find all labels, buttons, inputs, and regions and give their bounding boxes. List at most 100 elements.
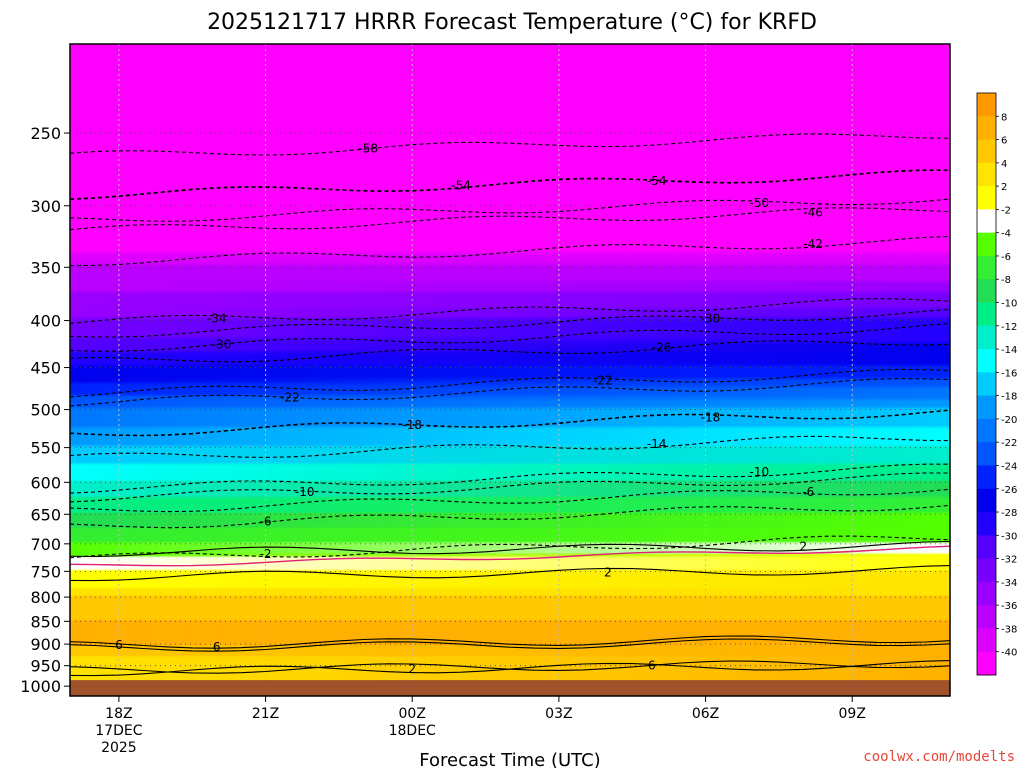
contour-label: -30 — [701, 312, 721, 326]
contour-label: -14 — [647, 437, 667, 451]
contour-lines — [70, 133, 950, 677]
contour-label: -46 — [803, 205, 823, 219]
colorbar-swatch — [977, 139, 996, 164]
freezing-contour-line — [70, 545, 950, 567]
time-tick-label: 21Z — [252, 706, 279, 722]
colorbar-label: -38 — [1001, 624, 1017, 635]
colorbar-swatch — [977, 628, 996, 653]
contour-line — [70, 235, 950, 267]
contour-line — [70, 169, 950, 201]
colorbar-label: 2 — [1001, 182, 1007, 193]
colorbar-label: -6 — [1001, 252, 1011, 263]
contour-labels: -58-54 -54-50-46-42-34-30-30-26-22-22-18-… — [115, 142, 823, 676]
colorbar-label: -34 — [1001, 578, 1017, 589]
plot-area: -58-54 -54-50-46-42-34-30-30-26-22-22-18-… — [70, 44, 950, 696]
colorbar-swatch — [977, 488, 996, 513]
colorbar-label: -28 — [1001, 508, 1017, 519]
contour-label: -26 — [652, 341, 672, 355]
contour-label: -22 — [593, 374, 613, 388]
time-tick-label: 00Z — [399, 706, 426, 722]
contour-label: -30 — [212, 338, 232, 352]
contour-label: -18 — [402, 418, 422, 432]
colorbar-label: -18 — [1001, 392, 1017, 403]
contour-line — [70, 660, 950, 677]
colorbar-swatch — [977, 372, 996, 397]
contour-label: -2 — [260, 547, 272, 561]
colorbar-label: 6 — [1001, 136, 1007, 147]
grid-lines — [70, 44, 950, 696]
colorbar-label: -14 — [1001, 345, 1017, 356]
contour-line — [70, 169, 950, 200]
contour-line — [70, 635, 950, 649]
contour-line — [70, 565, 950, 582]
time-tick-label: 09Z — [839, 706, 866, 722]
pressure-tick-label: 1000 — [20, 677, 61, 696]
pressure-tick-label: 750 — [30, 562, 61, 581]
colorbar-label: -8 — [1001, 275, 1011, 286]
pressure-tick-label: 650 — [30, 505, 61, 524]
pressure-tick-label: 700 — [30, 535, 61, 554]
colorbar-label: -4 — [1001, 229, 1011, 240]
credit-text: coolwx.com/modelts — [863, 749, 1015, 765]
colorbar-label: -20 — [1001, 415, 1017, 426]
contour-label: -6 — [260, 515, 272, 529]
colorbar-swatch — [977, 651, 996, 676]
colorbar-swatch — [977, 512, 996, 536]
colorbar-swatch — [977, 325, 996, 350]
colorbar: 8 6 4 2 -2 -4 -6 -8 -10 -12 -14 -16 -18 -20 -22 -24 -26 -… — [976, 92, 1017, 676]
contour-label: 6 — [648, 659, 656, 673]
pressure-axis: 250 300 350 400 450 500 550 600 650 700 750 800 850 9… — [20, 124, 70, 696]
time-tick-label: 18Z — [105, 706, 132, 722]
pressure-tick-label: 600 — [30, 473, 61, 492]
colorbar-label: -30 — [1001, 531, 1017, 542]
colorbar-label: -10 — [1001, 299, 1017, 310]
contour-label: -10 — [750, 465, 770, 479]
contour-label: -18 — [701, 410, 721, 424]
time-tick-label: 2025 — [101, 740, 137, 756]
colorbar-label: -26 — [1001, 485, 1017, 496]
colorbar-label: -40 — [1001, 648, 1017, 659]
contour-line — [70, 472, 950, 503]
contour-label: 6 — [213, 640, 221, 654]
colorbar-swatch — [977, 465, 996, 490]
contour-label: -22 — [280, 390, 300, 404]
colorbar-label: -12 — [1001, 322, 1017, 333]
pressure-tick-label: 400 — [30, 312, 61, 331]
time-tick-label: 06Z — [692, 706, 719, 722]
contour-label: -6 — [802, 485, 814, 499]
pressure-tick-label: 850 — [30, 612, 61, 631]
colorbar-frame — [976, 92, 997, 676]
contour-label: 2 — [800, 540, 808, 554]
colorbar-label: 4 — [1001, 159, 1007, 170]
colorbar-swatch — [977, 255, 996, 280]
contour-label: -54 — [647, 174, 667, 188]
contour-line — [70, 298, 950, 325]
contour-label: -58 — [358, 142, 378, 156]
plot-frame — [69, 43, 951, 697]
contour-label: 2 — [604, 565, 612, 579]
colorbar-swatch — [977, 535, 996, 560]
colorbar-swatch — [977, 209, 996, 234]
pressure-tick-label: 550 — [30, 439, 61, 458]
colorbar-swatch — [977, 605, 996, 629]
contour-label: -54 — [451, 178, 471, 192]
contour-line — [70, 463, 950, 494]
colorbar-label: -22 — [1001, 438, 1017, 449]
time-tick-label: 03Z — [545, 706, 572, 722]
x-axis-label: Forecast Time (UTC) — [419, 750, 600, 768]
ground-surface — [70, 680, 950, 696]
colorbar-swatch — [977, 186, 996, 210]
pressure-tick-label: 350 — [30, 258, 61, 277]
colorbar-label: 8 — [1001, 112, 1007, 123]
colorbar-swatch — [977, 442, 996, 466]
colorbar-swatch — [977, 418, 996, 443]
temperature-field-right — [70, 44, 950, 696]
colorbar-label: -32 — [1001, 555, 1017, 566]
pressure-tick-label: 800 — [30, 588, 61, 607]
colorbar-swatch — [977, 93, 996, 117]
pressure-tick-label: 950 — [30, 657, 61, 676]
colorbar-swatch — [977, 162, 996, 187]
time-tick-label: 18DEC — [389, 723, 436, 739]
contour-label: -10 — [295, 485, 315, 499]
